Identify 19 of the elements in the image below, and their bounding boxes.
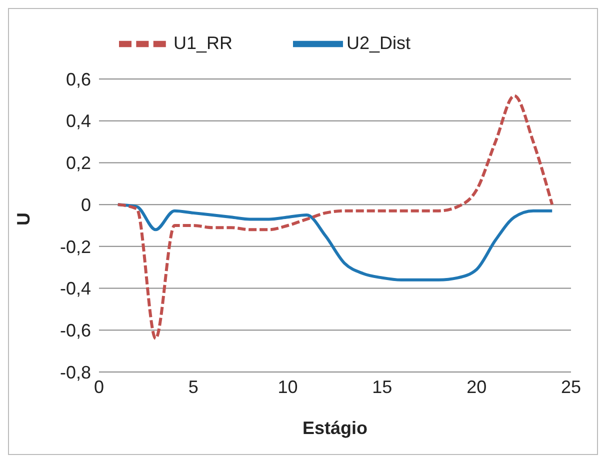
y-tick-label: -0,4 (60, 278, 91, 299)
x-tick-label: 0 (94, 376, 104, 397)
x-tick-label: 25 (560, 376, 582, 397)
x-tick-label: 5 (188, 376, 198, 397)
y-tick-label: -0,2 (60, 236, 91, 257)
y-tick-label: 0 (80, 194, 91, 215)
legend-label: U2_Dist (346, 32, 411, 53)
x-tick-label: 10 (278, 376, 298, 397)
y-tick-label: -0,6 (60, 320, 91, 341)
y-tick-label: 0,6 (66, 69, 91, 90)
y-tick-label: -0,8 (60, 362, 91, 382)
line-series (116, 94, 554, 340)
y-tick-label: 0,4 (66, 111, 91, 132)
x-axis-title: Estágio (302, 418, 368, 438)
x-tick-label: 15 (372, 376, 392, 397)
legend-label: U1_RR (173, 32, 232, 53)
y-axis-title: U (13, 212, 34, 226)
x-tick-label: 20 (466, 376, 487, 397)
y-tick-label: 0,2 (66, 153, 91, 174)
